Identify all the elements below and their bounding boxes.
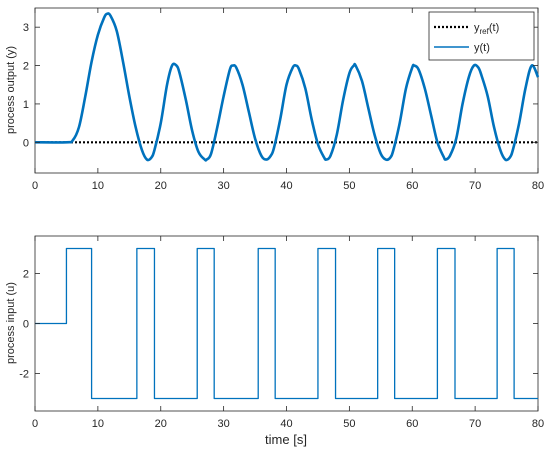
input-plot-area (34, 235, 539, 412)
input-x-ticks: 0 10 20 30 40 50 60 70 80 (32, 236, 544, 430)
legend-yref-base: y (474, 22, 480, 34)
input-x-tick-label: 40 (280, 418, 292, 430)
output-y-tick-label: 1 (23, 99, 29, 111)
legend-yref-suffix: (t) (489, 22, 499, 34)
legend-label-y: y(t) (474, 42, 490, 54)
input-y-tick-label: -2 (19, 369, 29, 381)
output-x-tick-label: 60 (406, 180, 418, 192)
x-axis-label: time [s] (265, 432, 307, 447)
output-x-ticks: 0 10 20 30 40 50 60 70 80 (32, 8, 544, 192)
output-x-tick-label: 30 (218, 180, 230, 192)
output-plot: 0 10 20 30 40 50 60 70 80 0 1 2 3 process output (y… (5, 7, 544, 192)
output-x-tick-label: 10 (92, 180, 104, 192)
legend-yref-sub: ref (480, 27, 490, 36)
input-x-tick-label: 60 (406, 418, 418, 430)
output-series-group (34, 12, 540, 162)
output-y-tick-label: 2 (23, 61, 29, 73)
input-x-tick-label: 0 (32, 418, 38, 430)
input-plot: 0 10 20 30 40 50 60 70 80 -2 0 2 process input (u)… (5, 235, 544, 447)
output-series-line-1 (34, 12, 540, 162)
output-x-tick-label: 40 (280, 180, 292, 192)
output-x-tick-label: 80 (532, 180, 544, 192)
input-y-tick-label: 0 (23, 319, 29, 331)
output-y-tick-label: 3 (23, 22, 29, 34)
input-y-tick-label: 2 (23, 269, 29, 281)
input-series-group (35, 247, 538, 400)
input-x-tick-label: 10 (92, 418, 104, 430)
output-y-ticks: 0 1 2 3 (23, 22, 538, 149)
input-series-line-0 (35, 247, 538, 400)
input-x-tick-label: 30 (218, 418, 230, 430)
input-x-tick-label: 70 (469, 418, 481, 430)
input-y-axis-label: process input (u) (5, 282, 17, 364)
output-x-tick-label: 70 (469, 180, 481, 192)
input-x-tick-label: 20 (155, 418, 167, 430)
input-y-ticks: -2 0 2 (19, 269, 538, 381)
legend-label-yref: yref(t) (474, 22, 499, 36)
output-x-tick-label: 50 (343, 180, 355, 192)
output-x-tick-label: 20 (155, 180, 167, 192)
output-y-axis-label: process output (y) (5, 46, 17, 134)
output-legend: yref(t) y(t) (428, 11, 535, 61)
input-x-tick-label: 80 (532, 418, 544, 430)
output-x-tick-label: 0 (32, 180, 38, 192)
legend-box (428, 11, 535, 61)
input-x-tick-label: 50 (343, 418, 355, 430)
output-y-tick-label: 0 (23, 137, 29, 149)
